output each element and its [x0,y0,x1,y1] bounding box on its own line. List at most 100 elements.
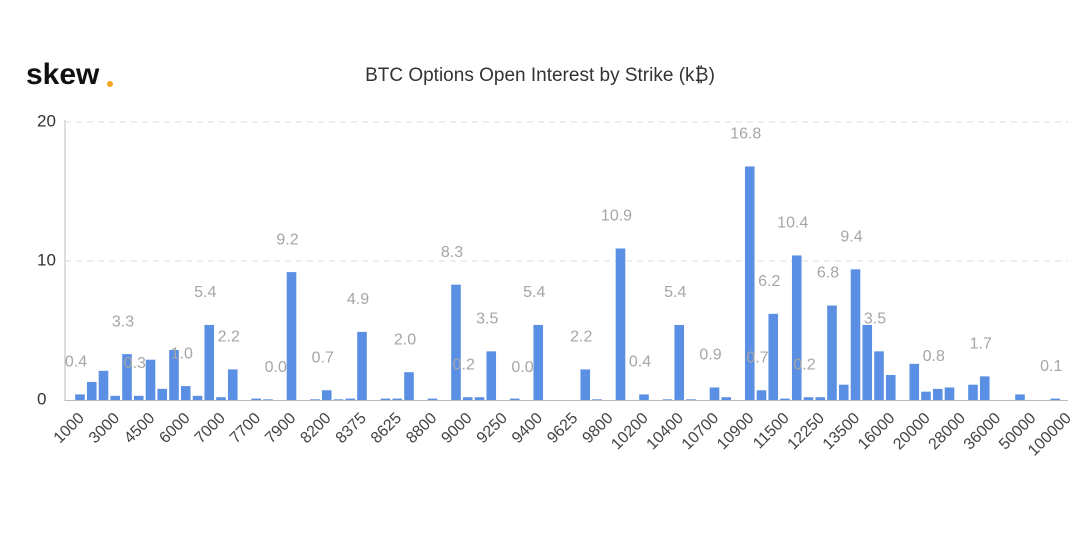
bar [474,397,485,400]
bar [486,351,497,400]
data-label: 1.7 [970,336,992,353]
data-label: 5.4 [523,284,545,301]
bar [451,284,461,400]
bar [169,349,179,400]
bar [791,255,802,400]
data-label: 6.2 [758,273,780,290]
data-label: 1.0 [171,345,193,362]
bar [862,324,873,400]
data-label: 0.2 [453,356,475,373]
bar [709,387,720,400]
bar [838,384,849,400]
data-label: 0.7 [746,349,768,366]
bar [392,398,403,400]
bar [180,386,191,400]
x-tick-label: 10400 [644,410,688,454]
bar [674,324,685,400]
bar [216,397,226,400]
x-tick-label: 8375 [333,410,370,447]
bar [251,398,262,400]
bar [592,399,602,400]
data-label: 0.4 [65,354,87,371]
x-tick-label: 20000 [890,410,934,454]
bar [133,395,144,400]
x-tick-label: 7900 [262,410,299,447]
data-label: 2.2 [218,329,240,346]
x-tick-label: 11500 [750,410,793,453]
data-label: 9.2 [276,231,298,248]
bar [874,351,884,400]
bar [850,269,861,400]
y-tick-label: 20 [37,111,56,130]
x-tick-label: 1000 [51,410,88,447]
x-tick-label: 3000 [86,410,123,447]
bar [909,363,920,400]
bar [345,398,356,400]
x-tick-label: 9000 [438,410,475,447]
bar [780,398,790,400]
bar [427,398,438,400]
data-label: 10.4 [777,215,808,232]
data-label: 3.5 [864,311,886,328]
bar [768,313,779,400]
x-tick-label: 16000 [855,410,899,454]
bar [827,305,837,400]
x-tick-label: 9625 [544,410,581,447]
data-label: 5.4 [664,284,686,301]
bar [110,395,121,400]
data-label: 10.9 [601,208,632,225]
bar [756,390,767,400]
bar [227,369,238,400]
bar [979,376,990,400]
bar [662,399,673,400]
bar [721,397,732,400]
data-label: 9.4 [840,229,862,246]
bar [333,399,344,400]
x-tick-label: 8625 [368,410,405,447]
bar [744,166,755,400]
bar [932,388,943,400]
data-label: 3.3 [112,313,134,330]
x-tick-label: 10700 [679,410,723,454]
bar [286,272,297,400]
bar [686,399,696,400]
bar [615,248,626,400]
x-tick-label: 7000 [192,410,229,447]
bar [1050,398,1061,400]
bar [321,390,332,400]
data-label: 2.0 [394,331,416,348]
data-label: 0.3 [124,355,146,372]
x-tick-label: 9400 [509,410,546,447]
bar [98,370,109,400]
bar [263,399,273,400]
data-label: 5.4 [194,284,216,301]
data-label: 0.9 [699,347,721,364]
y-tick-label: 10 [37,250,56,269]
x-tick-label: 6000 [156,410,193,447]
bar [885,374,896,400]
data-label: 0.8 [923,348,945,365]
x-tick-label: 12250 [785,410,829,454]
bar [404,372,414,400]
bar [86,381,97,400]
data-label: 0.0 [265,359,287,376]
data-label: 8.3 [441,244,463,261]
data-label: 0.7 [312,349,334,366]
data-label: 0.2 [793,356,815,373]
x-tick-label: 28000 [926,410,970,454]
bar [639,394,649,400]
x-tick-label: 36000 [961,410,1005,454]
data-label: 3.5 [476,311,498,328]
x-tick-label: 7700 [227,410,264,447]
x-tick-label: 10900 [714,410,758,454]
bar [75,394,85,400]
data-label: 16.8 [730,126,761,143]
logo-dot [107,81,113,87]
x-tick-label: 13500 [820,410,864,454]
bar [1015,394,1025,400]
x-tick-label: 4500 [121,410,158,447]
bar [533,324,544,400]
data-label: 6.8 [817,265,839,282]
bar [921,391,931,400]
